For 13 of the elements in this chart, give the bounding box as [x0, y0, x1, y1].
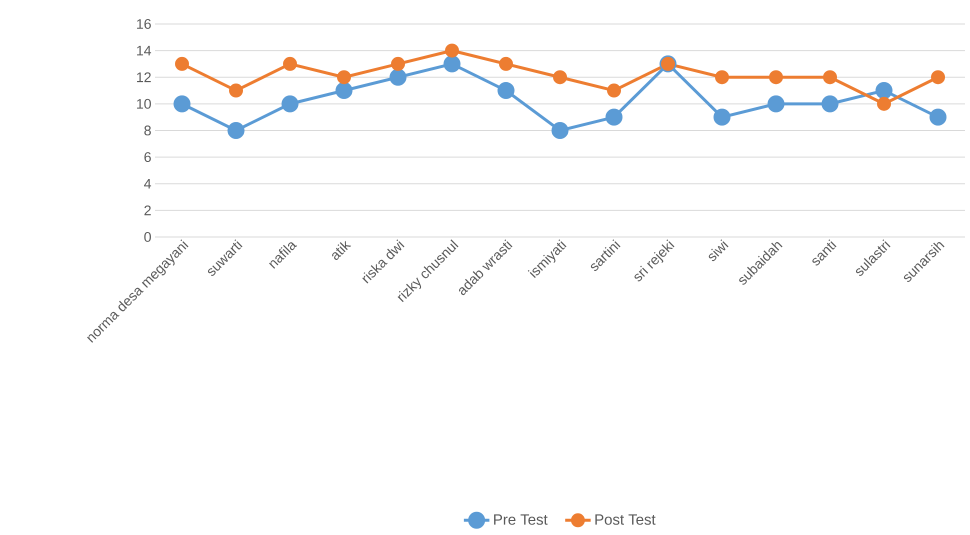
y-tick-label: 4 [144, 178, 152, 189]
y-tick-label: 16 [137, 19, 151, 29]
y-tick-label: 14 [137, 46, 152, 56]
y-tick-label: 8 [144, 126, 151, 136]
y-tick-label: 12 [137, 72, 151, 82]
x-tick-label: siwi [708, 239, 728, 262]
y-tick-label: 6 [144, 152, 151, 162]
y-tick-label: 0 [144, 232, 151, 242]
y-tick-label: 2 [144, 205, 151, 216]
legend-label: Pre Test [494, 514, 548, 525]
x-tick-label: atik [332, 240, 352, 260]
y-tick-label: 10 [137, 98, 151, 109]
legend-label: Post Test [595, 514, 656, 525]
